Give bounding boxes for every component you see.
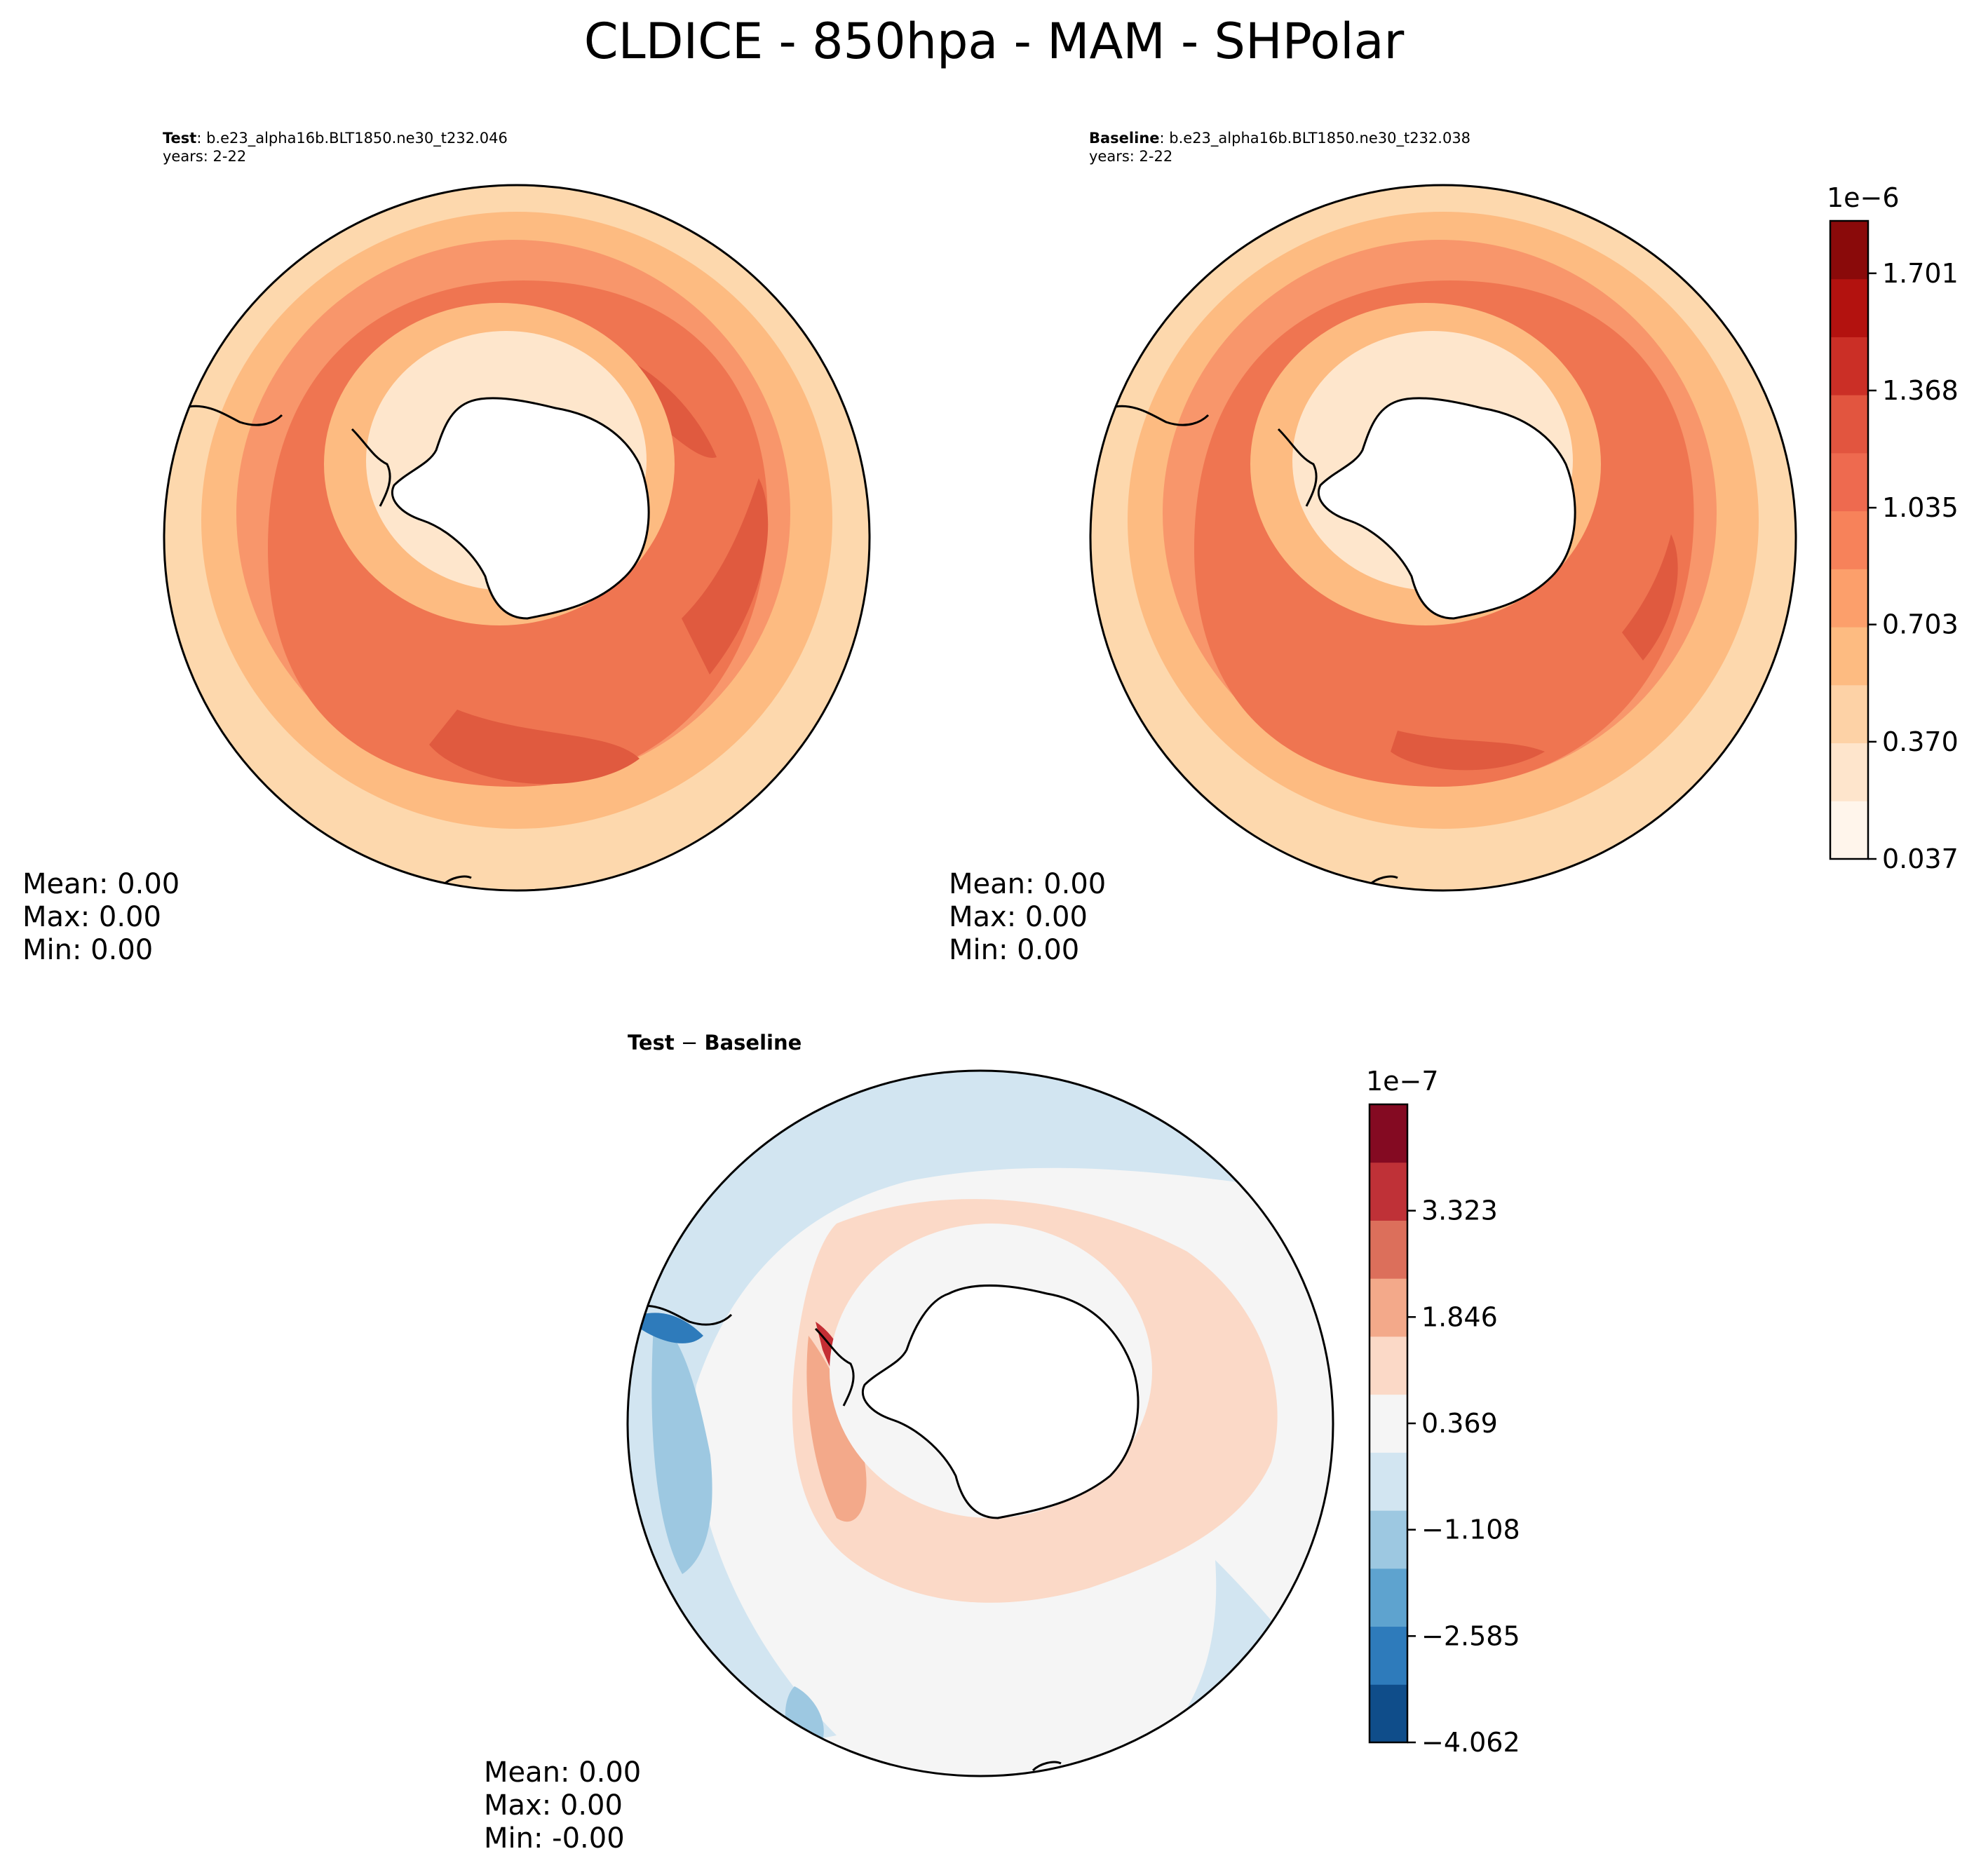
baseline-min: Min: 0.00 (949, 934, 1080, 966)
test-map-border (163, 184, 871, 892)
diff-antarctica (861, 1285, 1140, 1519)
test-peak-east (682, 478, 769, 675)
cbar-diff-tick-label: −1.108 (1421, 1515, 1520, 1545)
baseline-peak-south (1391, 731, 1545, 771)
colorbar-diff-ticks: −4.062 −2.585 −1.108 0.369 1.846 3.323 (1407, 1195, 1520, 1758)
baseline-panel-header: Baseline: b.e23_alpha16b.BLT1850.ne30_t2… (1089, 129, 1470, 165)
diff-max: Max: 0.00 (484, 1789, 623, 1822)
diff-neg2-west (651, 1315, 712, 1574)
colorbar-main-frame (1829, 219, 1869, 860)
diff-neg3-sa (640, 1313, 703, 1343)
cbar-diff-cell (1370, 1684, 1407, 1743)
test-map (163, 184, 871, 892)
test-antarctica (391, 397, 650, 620)
cbar-diff-tick-label: 1.846 (1421, 1301, 1498, 1332)
baseline-map-border (1089, 184, 1797, 892)
diff-pos2-peninsula (806, 1336, 867, 1522)
colorbar-main-ticks: 0.037 0.370 0.703 1.035 1.368 1.701 (1868, 258, 1959, 874)
cbar-main-tick-label: 0.370 (1882, 726, 1959, 757)
baseline-peak-east (1622, 534, 1678, 660)
baseline-peninsula (1277, 428, 1318, 507)
cbar-diff-cell (1370, 1220, 1407, 1279)
cbar-main-tick-label: 0.703 (1882, 609, 1959, 640)
cbar-main-tick-label: 1.368 (1882, 375, 1959, 406)
cbar-main-cell (1830, 221, 1868, 280)
cbar-diff-cell (1370, 1510, 1407, 1569)
colorbar-main-cells (1830, 221, 1868, 860)
diff-peninsula (814, 1327, 855, 1407)
diff-map (626, 1069, 1334, 1777)
baseline-max: Max: 0.00 (949, 901, 1088, 933)
figure-title: CLDICE - 850hpa - MAM - SHPolar (583, 13, 1405, 70)
cbar-main-cell (1830, 337, 1868, 395)
baseline-south-america (1109, 405, 1210, 426)
cbar-main-cell (1830, 743, 1868, 801)
cbar-main-cell (1830, 684, 1868, 744)
cbar-diff-cell (1370, 1162, 1407, 1221)
baseline-antarctica (1317, 397, 1576, 620)
test-peninsula (351, 428, 391, 507)
baseline-stats: Mean: 0.00 Max: 0.00 Min: 0.00 (949, 868, 1106, 967)
diff-panel-title: Test − Baseline (628, 1031, 802, 1055)
test-case-name: : b.e23_alpha16b.BLT1850.ne30_t232.046 (196, 130, 508, 147)
cbar-main-cell (1830, 452, 1868, 512)
test-years: years: 2-22 (163, 148, 247, 165)
cbar-main-cell (1830, 569, 1868, 628)
test-panel-header: Test: b.e23_alpha16b.BLT1850.ne30_t232.0… (163, 129, 508, 165)
diff-map-border (626, 1069, 1334, 1777)
test-label: Test (163, 130, 197, 147)
test-max: Max: 0.00 (22, 901, 161, 933)
cbar-main-cell (1830, 627, 1868, 686)
baseline-map (1089, 184, 1797, 892)
cbar-main-tick-label: 1.701 (1882, 258, 1959, 289)
cbar-main-cell (1830, 801, 1868, 860)
cbar-diff-cell (1370, 1626, 1407, 1685)
diff-label-sep: − (674, 1031, 705, 1055)
test-peak-south (429, 710, 640, 785)
test-mean: Mean: 0.00 (22, 868, 180, 900)
diff-label-baseline: Baseline (704, 1031, 802, 1055)
test-south-america (183, 405, 283, 426)
cbar-diff-cell (1370, 1394, 1407, 1453)
cbar-diff-cell (1370, 1568, 1407, 1627)
diff-south-america (633, 1304, 733, 1326)
colorbar-main-exponent: 1e−6 (1827, 182, 1900, 213)
cbar-main-cell (1830, 395, 1868, 454)
colorbar-main: 1e−6 0.037 0.370 0.703 1.035 1.368 1.701 (1827, 182, 1959, 874)
test-stats: Mean: 0.00 Max: 0.00 Min: 0.00 (22, 868, 180, 967)
cbar-diff-cell (1370, 1278, 1407, 1337)
colorbar-diff-exponent: 1e−7 (1366, 1066, 1439, 1097)
colorbar-diff-cells (1370, 1104, 1407, 1743)
cbar-diff-tick-label: 3.323 (1421, 1195, 1498, 1226)
cbar-diff-tick-label: 0.369 (1421, 1408, 1498, 1439)
cbar-main-cell (1830, 510, 1868, 569)
diff-stats: Mean: 0.00 Max: 0.00 Min: -0.00 (484, 1756, 641, 1855)
diff-label-test: Test (628, 1031, 675, 1055)
baseline-label: Baseline (1089, 130, 1160, 147)
cbar-diff-tick-label: −2.585 (1421, 1620, 1520, 1651)
cbar-diff-cell (1370, 1452, 1407, 1511)
baseline-mean: Mean: 0.00 (949, 868, 1107, 900)
cbar-main-cell (1830, 278, 1868, 337)
baseline-case-name: : b.e23_alpha16b.BLT1850.ne30_t232.038 (1159, 130, 1471, 147)
baseline-years: years: 2-22 (1089, 148, 1173, 165)
diff-island (1032, 1761, 1062, 1772)
cbar-diff-tick-label: −4.062 (1421, 1727, 1520, 1758)
colorbar-diff: 1e−7 −4.062 −2.585 −1.108 0.369 1.846 3.323 (1366, 1066, 1520, 1758)
diff-min: Min: -0.00 (484, 1822, 625, 1855)
cbar-diff-cell (1370, 1336, 1407, 1395)
cbar-main-tick-label: 1.035 (1882, 492, 1959, 523)
cbar-main-tick-label: 0.037 (1882, 843, 1959, 874)
test-min: Min: 0.00 (22, 934, 154, 966)
diff-mean: Mean: 0.00 (484, 1756, 642, 1789)
cbar-diff-cell (1370, 1104, 1407, 1163)
